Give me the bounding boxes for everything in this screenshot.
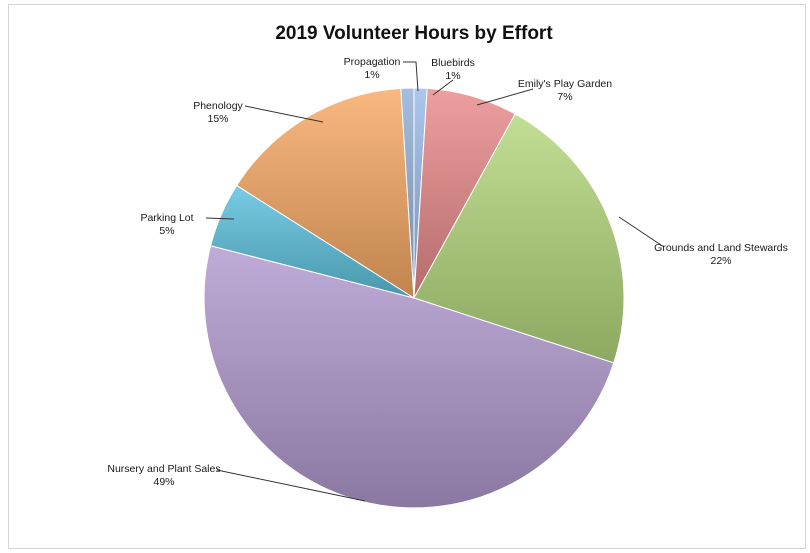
pie-chart: 2019 Volunteer Hours by Effort Bluebirds…: [107, 23, 788, 509]
slice-label-bluebirds: Bluebirds: [431, 57, 475, 69]
chart-title: 2019 Volunteer Hours by Effort: [275, 23, 553, 44]
slice-label-grounds-and-land-stewards: Grounds and Land Stewards: [654, 242, 788, 254]
pie-slice-grounds-and-land-stewards: [413, 113, 625, 364]
pie-slice-nursery-and-plant-sales: [203, 245, 615, 509]
slice-percent-propagation: 1%: [364, 69, 379, 81]
slice-percent-emily-s-play-garden: 7%: [557, 91, 572, 103]
slice-label-propagation: Propagation: [344, 56, 401, 68]
slice-percent-nursery-and-plant-sales: 49%: [153, 476, 174, 488]
slice-label-nursery-and-plant-sales: Nursery and Plant Sales: [107, 463, 220, 475]
pie-slice-phenology: [235, 87, 415, 299]
leader-line-parking-lot: [205, 217, 235, 220]
leader-line-propagation: [403, 61, 419, 92]
leader-line-bluebirds: [432, 79, 454, 96]
slice-percent-grounds-and-land-stewards: 22%: [710, 255, 731, 267]
slice-label-parking-lot: Parking Lot: [140, 212, 193, 224]
leader-line-grounds-and-land-stewards: [618, 216, 665, 248]
slice-label-emily-s-play-garden: Emily's Play Garden: [518, 78, 612, 90]
leader-line-nursery-and-plant-sales: [216, 469, 366, 502]
leader-line-phenology: [244, 105, 324, 123]
slice-percent-parking-lot: 5%: [159, 225, 174, 237]
leader-line-emily-s-play-garden: [476, 88, 534, 106]
slices-layer: [203, 87, 625, 509]
slice-percent-bluebirds: 1%: [445, 70, 460, 82]
slice-percent-phenology: 15%: [207, 113, 228, 125]
chart-frame: 2019 Volunteer Hours by Effort Bluebirds…: [8, 4, 806, 549]
slice-label-phenology: Phenology: [193, 100, 243, 112]
pie-slice-propagation: [400, 87, 415, 299]
